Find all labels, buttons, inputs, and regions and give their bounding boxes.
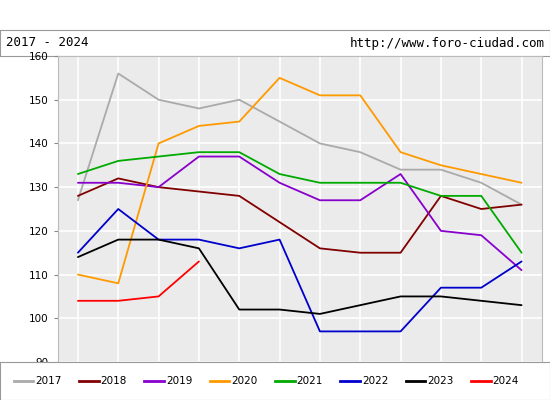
Text: Evolucion del paro registrado en Marines: Evolucion del paro registrado en Marines (118, 8, 432, 22)
Text: 2023: 2023 (427, 376, 454, 386)
Text: 2021: 2021 (296, 376, 323, 386)
Text: 2017 - 2024: 2017 - 2024 (6, 36, 88, 50)
Text: 2019: 2019 (166, 376, 192, 386)
Text: http://www.foro-ciudad.com: http://www.foro-ciudad.com (349, 36, 544, 50)
Text: 2018: 2018 (101, 376, 127, 386)
Text: 2017: 2017 (35, 376, 62, 386)
Text: 2022: 2022 (362, 376, 388, 386)
Text: 2024: 2024 (492, 376, 519, 386)
Text: 2020: 2020 (231, 376, 257, 386)
